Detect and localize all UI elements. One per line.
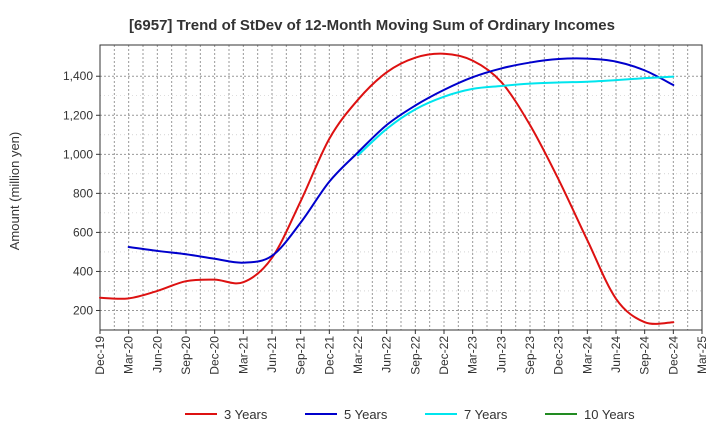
x-tick-label: Sep-22 [408, 336, 422, 375]
x-tick-label: Sep-20 [179, 336, 193, 375]
x-tick-label: Dec-20 [208, 336, 222, 375]
legend-label-5-years: 5 Years [344, 407, 388, 422]
x-tick-label: Jun-22 [380, 336, 394, 373]
legend: 3 Years 5 Years 7 Years 10 Years [185, 407, 635, 422]
y-tick-label: 800 [73, 186, 93, 200]
y-tick-label: 1,000 [63, 147, 93, 161]
x-tick-label: Jun-24 [609, 336, 623, 373]
x-tick-label: Dec-24 [666, 336, 680, 375]
x-tick-label: Mar-22 [351, 336, 365, 374]
y-tick-label: 400 [73, 264, 93, 278]
x-tick-label: Jun-23 [494, 336, 508, 373]
y-tick-label: 600 [73, 225, 93, 239]
legend-label-10-years: 10 Years [584, 407, 635, 422]
x-tick-label: Sep-21 [294, 336, 308, 375]
x-tick-label: Dec-23 [552, 336, 566, 375]
plot-frame [99, 44, 703, 331]
x-tick-label: Mar-20 [122, 336, 136, 374]
series-line-5-years [127, 57, 675, 264]
x-tick-label: Sep-24 [638, 336, 652, 375]
axis-layer: 200 400 600 800 1,000 1,200 1,400 Dec-19 Mar-20 J… [63, 44, 709, 375]
y-tick-label: 1,200 [63, 108, 93, 122]
y-tick-label: 200 [73, 303, 93, 317]
series-line-7-years [357, 75, 675, 157]
x-tick-label: Dec-19 [93, 336, 107, 375]
series-layer [99, 52, 675, 325]
x-tick-label: Sep-23 [523, 336, 537, 375]
x-tick-label: Dec-22 [437, 336, 451, 375]
y-tick-label: 1,400 [63, 69, 93, 83]
x-tick-label: Mar-25 [695, 336, 709, 374]
x-tick-label: Mar-24 [580, 336, 594, 374]
x-tick-label: Mar-21 [236, 336, 250, 374]
x-tick-label: Jun-20 [150, 336, 164, 373]
x-tick-label: Jun-21 [265, 336, 279, 373]
x-tick-label: Mar-23 [466, 336, 480, 374]
y-axis-label: Amount (million yen) [7, 132, 22, 251]
legend-label-7-years: 7 Years [464, 407, 508, 422]
chart-title: [6957] Trend of StDev of 12-Month Moving… [129, 17, 615, 34]
legend-label-3-years: 3 Years [224, 407, 268, 422]
series-line-3-years [99, 52, 675, 325]
x-tick-label: Dec-21 [322, 336, 336, 375]
grid-layer [99, 45, 703, 331]
